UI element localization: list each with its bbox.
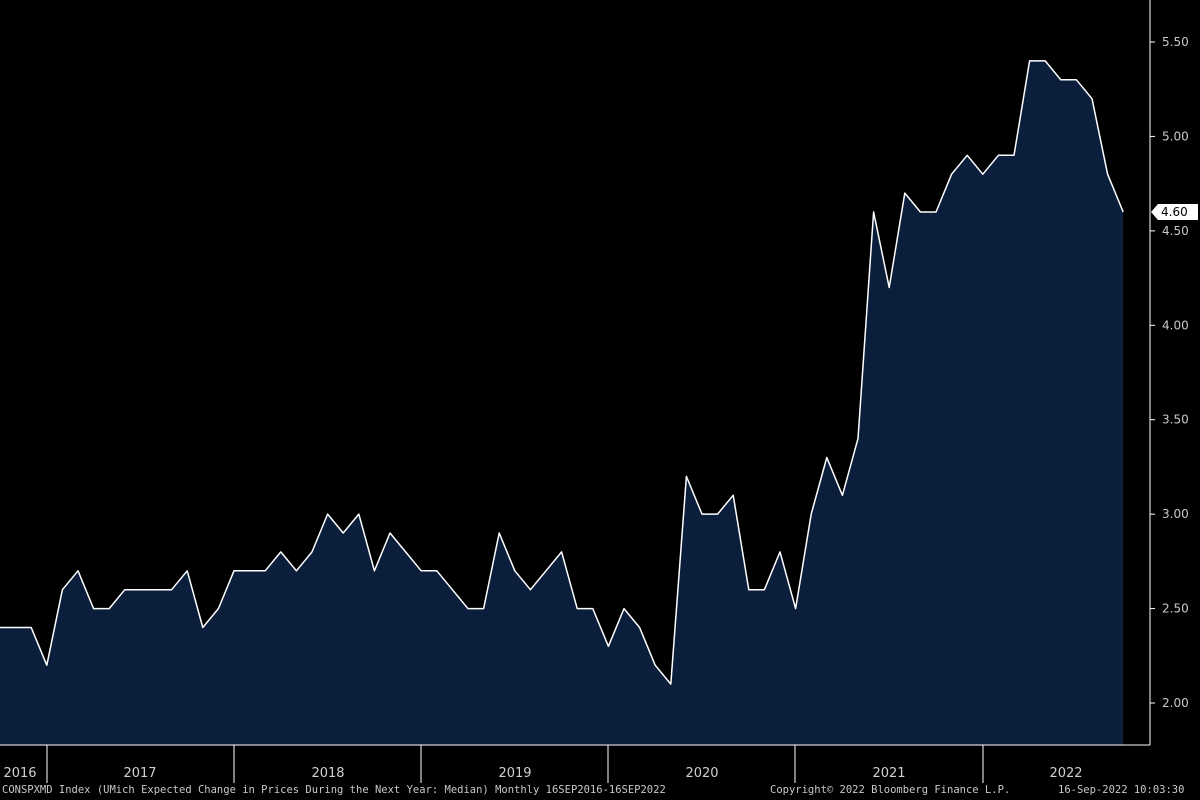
y-tick-label: 4.50 [1162,224,1189,238]
x-tick-label: 2020 [685,766,718,781]
y-tick-label: 3.00 [1162,507,1189,521]
x-tick-label: 2021 [872,766,905,781]
x-axis: 2016 2017 2018 2019 2020 2021 2022 [0,744,1150,783]
y-tick-label: 2.50 [1162,602,1189,616]
x-tick-label: 2019 [498,766,531,781]
x-tick-label: 2017 [123,766,156,781]
y-tick-label: 2.00 [1162,696,1189,710]
series-line [0,60,1124,685]
plot-area [0,60,1124,745]
y-tick-label: 5.00 [1162,129,1189,143]
y-tick-label: 4.00 [1162,318,1189,332]
last-value-marker [1151,203,1198,220]
x-tick-label: 2022 [1049,766,1082,781]
x-tick-label: 2018 [311,766,344,781]
y-axis: 5.50 5.00 4.50 4.00 3.50 3.00 2.50 2.00 4.60 [1149,0,1198,745]
footer-timestamp: 16-Sep-2022 10:03:30 [1058,784,1185,796]
last-value-label: 4.60 [1161,205,1188,219]
footer-copyright: Copyright© 2022 Bloomberg Finance L.P. [770,784,1011,796]
y-tick-label: 3.50 [1162,413,1189,427]
x-tick-label: 2016 [3,766,36,781]
area-chart: 5.50 5.00 4.50 4.00 3.50 3.00 2.50 2.00 4.60 201… [0,0,1198,783]
y-tick-label: 5.50 [1162,35,1189,49]
chart-footer: CONSPXMD Index (UMich Expected Change in… [0,783,1200,800]
footer-description: CONSPXMD Index (UMich Expected Change in… [2,784,666,796]
area-fill [0,60,1124,745]
